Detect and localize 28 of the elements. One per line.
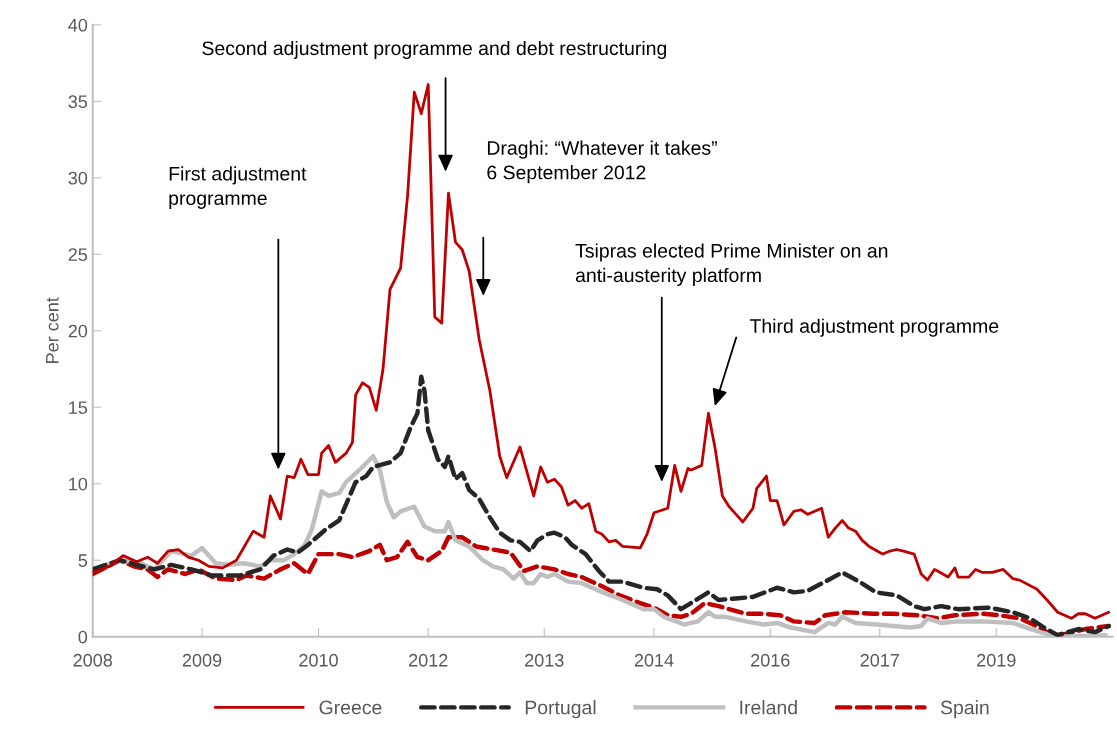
y-tick-label: 25	[68, 248, 88, 262]
x-tick-label: 2019	[977, 653, 1016, 667]
y-tick-label: 15	[69, 401, 88, 414]
annotation: Second adjustment programme and debt restructuring	[202, 40, 667, 59]
x-tick-label: 2016	[751, 653, 790, 667]
y-tick-label: 40	[68, 18, 88, 32]
annotation: Draghi: “Whatever it takes” 6 September 2012	[487, 140, 717, 184]
x-tick-label: 2009	[182, 653, 222, 667]
x-tick-label: 2010	[299, 653, 338, 667]
x-tick-label: 2008	[73, 653, 113, 667]
legend-label: Ireland	[740, 700, 797, 715]
annotation: First adjustment programme	[169, 166, 307, 209]
y-axis-title: Per cent	[46, 297, 59, 363]
y-tick-label: 35	[68, 95, 88, 109]
legend-label: Greece	[319, 700, 382, 715]
y-tick-label: 30	[68, 171, 88, 185]
y-tick-label: 20	[68, 324, 88, 338]
x-tick-label: 2017	[860, 653, 899, 667]
x-tick-label: 2014	[634, 653, 674, 667]
y-tick-label: 5	[78, 554, 88, 567]
y-tick-label: 0	[78, 630, 88, 644]
x-tick-label: 2013	[525, 653, 564, 667]
legend-label: Spain	[940, 700, 989, 719]
annotation: Tsipras elected Prime Minister on an anti-austerity platform	[575, 243, 888, 286]
legend-label: Portugal	[525, 700, 596, 719]
annotation: Third adjustment programme	[749, 318, 999, 337]
y-tick-label: 10	[69, 477, 88, 491]
x-tick-label: 2012	[409, 653, 448, 667]
